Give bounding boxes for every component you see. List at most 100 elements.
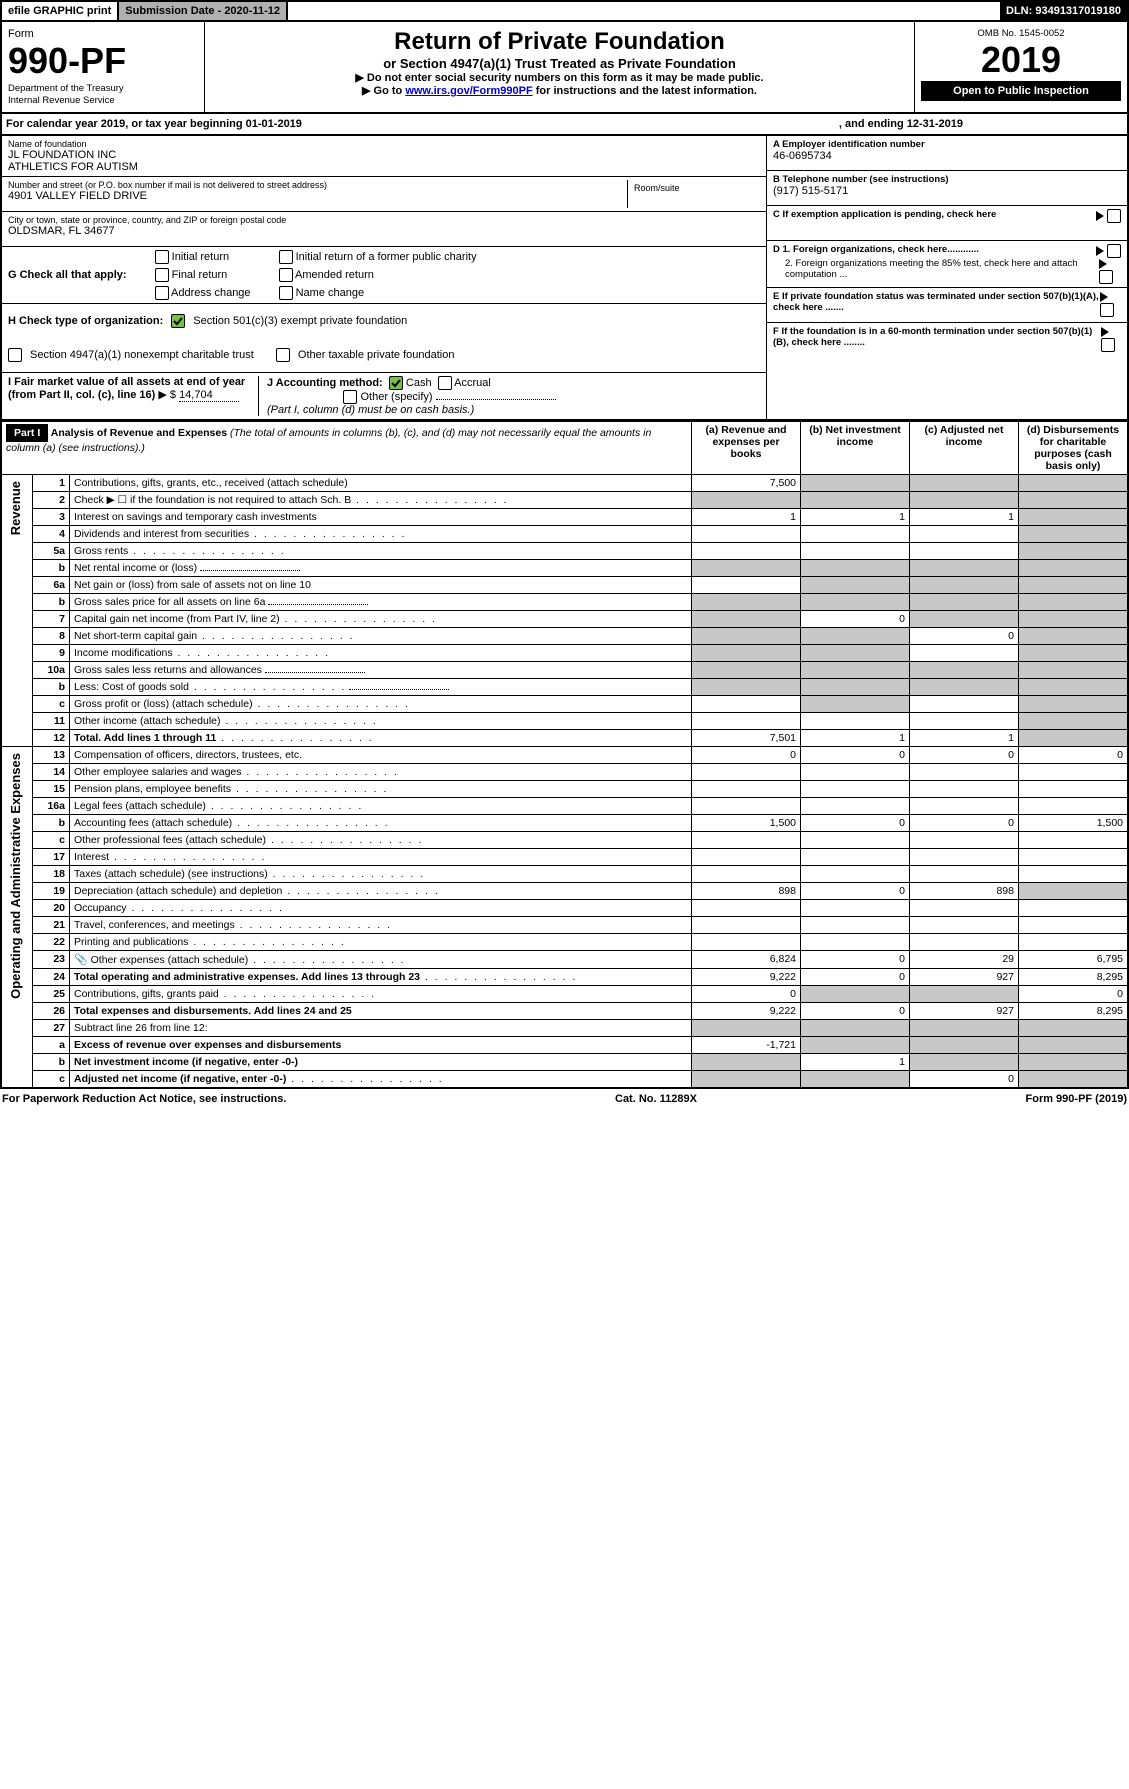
arrow-icon <box>1099 259 1107 269</box>
formver: Form 990-PF (2019) <box>1026 1093 1127 1105</box>
city-label: City or town, state or province, country… <box>8 215 760 225</box>
row-12: 12Total. Add lines 1 through 117,50111 <box>1 730 1128 747</box>
row-21: 21Travel, conferences, and meetings <box>1 917 1128 934</box>
foundation-name2: ATHLETICS FOR AUTISM <box>8 161 760 173</box>
foundation-name1: JL FOUNDATION INC <box>8 149 760 161</box>
row-c: cOther professional fees (attach schedul… <box>1 832 1128 849</box>
arrow-icon <box>1101 327 1109 337</box>
name-label: Name of foundation <box>8 139 760 149</box>
row-8: 8Net short-term capital gain0 <box>1 628 1128 645</box>
footer: For Paperwork Reduction Act Notice, see … <box>0 1089 1129 1109</box>
row-b: bNet investment income (if negative, ent… <box>1 1054 1128 1071</box>
j-label: J Accounting method: <box>267 377 383 389</box>
c-label: C If exemption application is pending, c… <box>773 209 996 237</box>
row-14: 14Other employee salaries and wages <box>1 764 1128 781</box>
chk-4947[interactable] <box>8 348 22 362</box>
chk-d1[interactable] <box>1107 244 1121 258</box>
chk-c[interactable] <box>1107 209 1121 223</box>
row-c: cAdjusted net income (if negative, enter… <box>1 1071 1128 1089</box>
addr-label: Number and street (or P.O. box number if… <box>8 180 627 190</box>
col-a: (a) Revenue and expenses per books <box>692 421 801 475</box>
chk-e[interactable] <box>1100 303 1114 317</box>
room-label: Room/suite <box>634 183 754 193</box>
row-16a: 16aLegal fees (attach schedule) <box>1 798 1128 815</box>
row-2: 2Check ▶ ☐ if the foundation is not requ… <box>1 492 1128 509</box>
chk-address[interactable] <box>155 286 169 300</box>
revenue-label: Revenue <box>1 475 33 747</box>
form-header: Form 990-PF Department of the Treasury I… <box>0 22 1129 114</box>
part1-title: Analysis of Revenue and Expenses <box>51 427 227 439</box>
row-b: bNet rental income or (loss) <box>1 560 1128 577</box>
row-23: 23📎 Other expenses (attach schedule)6,82… <box>1 951 1128 969</box>
address: 4901 VALLEY FIELD DRIVE <box>8 190 627 202</box>
form-number: 990-PF <box>8 40 126 81</box>
row-18: 18Taxes (attach schedule) (see instructi… <box>1 866 1128 883</box>
j-note: (Part I, column (d) must be on cash basi… <box>267 404 474 416</box>
row-27: 27Subtract line 26 from line 12: <box>1 1020 1128 1037</box>
chk-f[interactable] <box>1101 338 1115 352</box>
row-a: aExcess of revenue over expenses and dis… <box>1 1037 1128 1054</box>
row-20: 20Occupancy <box>1 900 1128 917</box>
row-6a: 6aNet gain or (loss) from sale of assets… <box>1 577 1128 594</box>
identity-section: Name of foundation JL FOUNDATION INC ATH… <box>0 136 1129 420</box>
part1-hdr: Part I <box>6 424 48 442</box>
chk-initial[interactable] <box>155 250 169 264</box>
row-4: 4Dividends and interest from securities <box>1 526 1128 543</box>
catno: Cat. No. 11289X <box>615 1093 697 1105</box>
row-17: 17Interest <box>1 849 1128 866</box>
irs: Internal Revenue Service <box>8 95 115 106</box>
i-amount: 14,704 <box>179 389 239 402</box>
chk-cash[interactable] <box>389 376 403 390</box>
city: OLDSMAR, FL 34677 <box>8 225 760 237</box>
calendar-row: For calendar year 2019, or tax year begi… <box>0 114 1129 136</box>
row-1: Revenue1Contributions, gifts, grants, et… <box>1 475 1128 492</box>
chk-other-acct[interactable] <box>343 390 357 404</box>
row-7: 7Capital gain net income (from Part IV, … <box>1 611 1128 628</box>
arrow-icon <box>1100 292 1108 302</box>
chk-former[interactable] <box>279 250 293 264</box>
row-24: 24Total operating and administrative exp… <box>1 969 1128 986</box>
row-13: Operating and Administrative Expenses13C… <box>1 747 1128 764</box>
form-word: Form <box>8 28 34 40</box>
row-3: 3Interest on savings and temporary cash … <box>1 509 1128 526</box>
chk-final[interactable] <box>155 268 169 282</box>
dln: DLN: 93491317019180 <box>1000 2 1127 20</box>
part1-table: Part I Analysis of Revenue and Expenses … <box>0 420 1129 1089</box>
chk-other-tax[interactable] <box>276 348 290 362</box>
tax-year: 2019 <box>921 39 1121 81</box>
row-15: 15Pension plans, employee benefits <box>1 781 1128 798</box>
col-c: (c) Adjusted net income <box>910 421 1019 475</box>
goto-line: ▶ Go to www.irs.gov/Form990PF for instru… <box>211 84 908 97</box>
h-label: H Check type of organization: <box>8 315 163 327</box>
chk-accrual[interactable] <box>438 376 452 390</box>
ein: 46-0695734 <box>773 150 1121 162</box>
form-link[interactable]: www.irs.gov/Form990PF <box>405 85 532 97</box>
arrow-icon <box>1096 246 1104 256</box>
row-b: bAccounting fees (attach schedule)1,5000… <box>1 815 1128 832</box>
row-b: bLess: Cost of goods sold <box>1 679 1128 696</box>
efile-label: efile GRAPHIC print <box>2 2 119 20</box>
dept: Department of the Treasury <box>8 83 124 94</box>
row-25: 25Contributions, gifts, grants paid00 <box>1 986 1128 1003</box>
b-label: B Telephone number (see instructions) <box>773 174 1121 185</box>
return-subtitle: or Section 4947(a)(1) Trust Treated as P… <box>211 56 908 71</box>
row-11: 11Other income (attach schedule) <box>1 713 1128 730</box>
phone: (917) 515-5171 <box>773 185 1121 197</box>
g-label: G Check all that apply: <box>8 269 127 281</box>
return-title: Return of Private Foundation <box>211 28 908 56</box>
chk-namechg[interactable] <box>279 286 293 300</box>
row-22: 22Printing and publications <box>1 934 1128 951</box>
col-d: (d) Disbursements for charitable purpose… <box>1019 421 1129 475</box>
paperwork: For Paperwork Reduction Act Notice, see … <box>2 1093 286 1105</box>
omb: OMB No. 1545-0052 <box>921 28 1121 39</box>
a-label: A Employer identification number <box>773 139 1121 150</box>
chk-d2[interactable] <box>1099 270 1113 284</box>
chk-501c3[interactable] <box>171 314 185 328</box>
col-b: (b) Net investment income <box>801 421 910 475</box>
submission-date: Submission Date - 2020-11-12 <box>119 2 288 20</box>
expenses-label: Operating and Administrative Expenses <box>1 747 33 1089</box>
row-26: 26Total expenses and disbursements. Add … <box>1 1003 1128 1020</box>
chk-amended[interactable] <box>279 268 293 282</box>
arrow-icon <box>1096 211 1104 221</box>
row-b: bGross sales price for all assets on lin… <box>1 594 1128 611</box>
